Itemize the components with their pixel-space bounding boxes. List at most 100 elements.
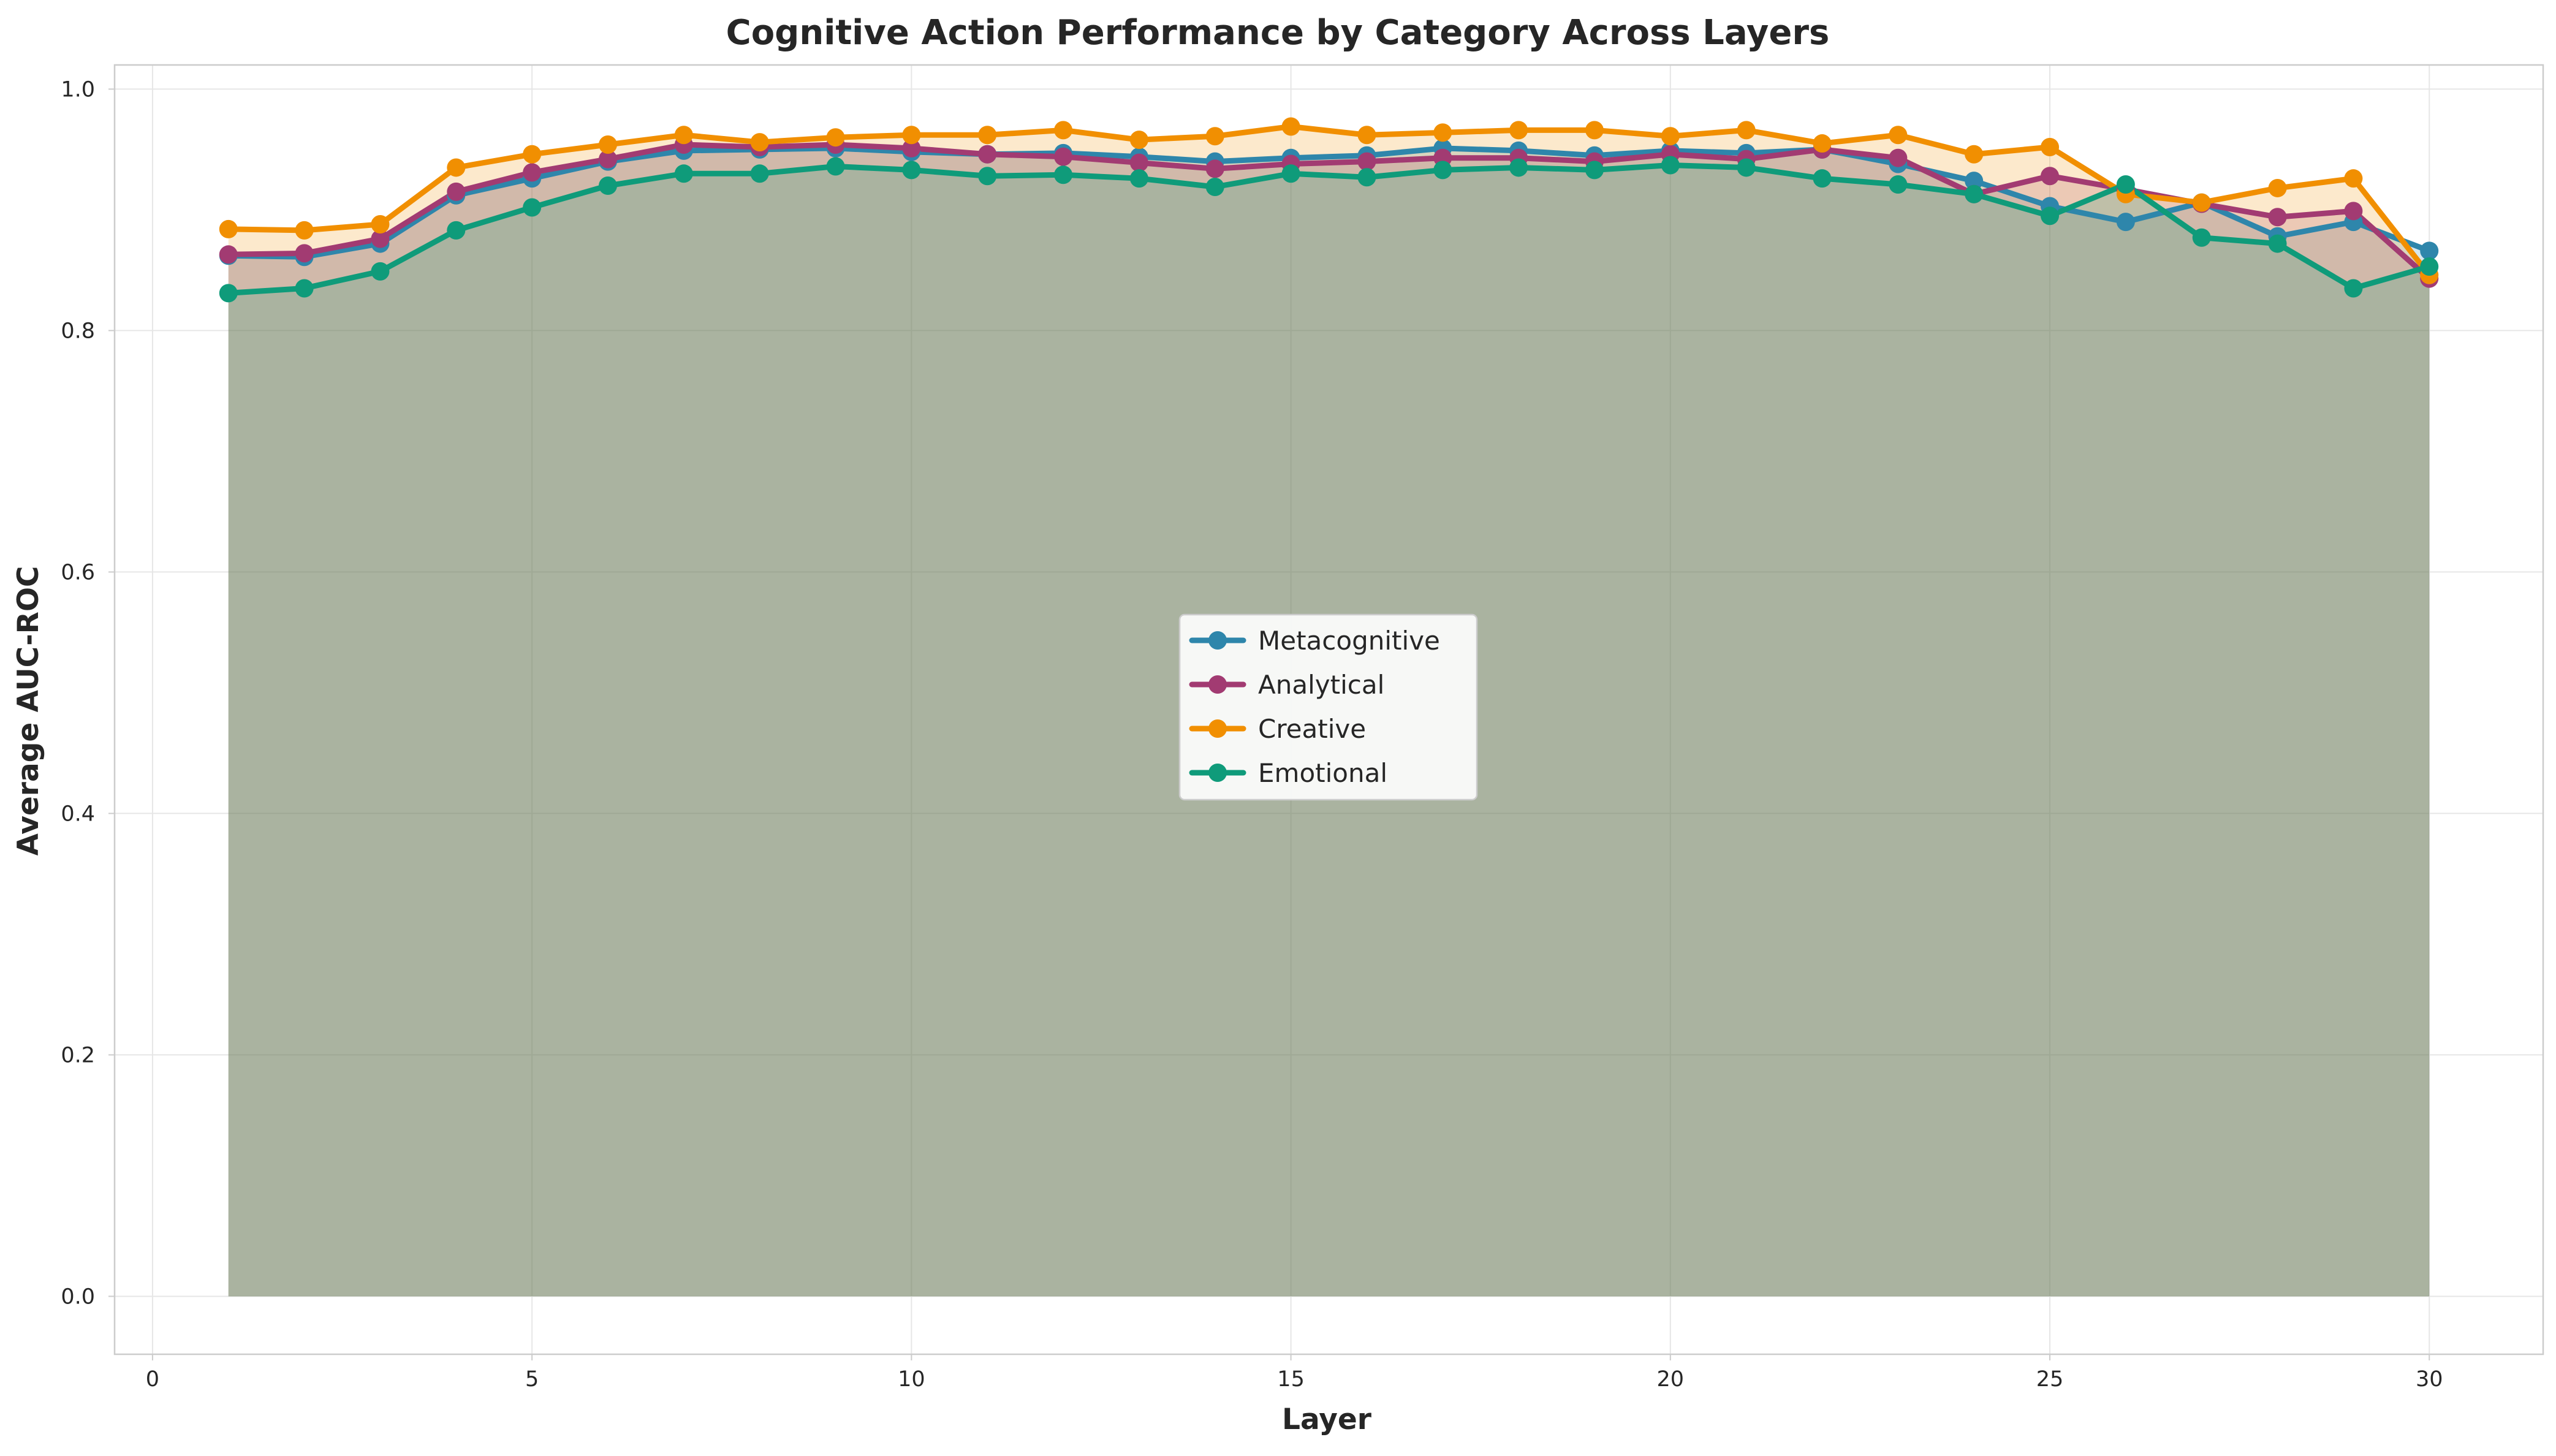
point-emotional [978, 167, 997, 186]
point-creative [2192, 193, 2211, 212]
point-analytical [371, 229, 390, 248]
point-metacognitive [2420, 241, 2439, 260]
point-creative [598, 135, 617, 154]
point-analytical [295, 244, 314, 263]
point-emotional [523, 198, 542, 217]
point-creative [371, 215, 390, 234]
point-analytical [2344, 202, 2363, 221]
point-emotional [295, 279, 314, 298]
line-emotional [226, 162, 2432, 296]
point-emotional [674, 164, 693, 183]
legend-label-emotional: Emotional [1258, 758, 1387, 788]
x-tick-label: 0 [146, 1367, 159, 1392]
point-analytical [1129, 153, 1148, 172]
legend-label-metacognitive: Metacognitive [1258, 626, 1440, 656]
series-lines [226, 123, 2432, 296]
point-emotional [1281, 164, 1300, 183]
point-creative [750, 133, 769, 152]
point-metacognitive [1965, 172, 1984, 191]
point-creative [1357, 126, 1376, 145]
y-axis-label: Average AUC-ROC [12, 566, 45, 856]
point-emotional [1054, 165, 1073, 184]
point-emotional [1357, 168, 1376, 187]
point-creative [2041, 137, 2060, 156]
y-tick-label: 0.0 [61, 1284, 95, 1309]
point-creative [1129, 131, 1148, 150]
line-creative [226, 123, 2432, 278]
point-analytical [1889, 148, 1908, 167]
point-emotional [1737, 158, 1756, 177]
y-tick-label: 0.8 [61, 319, 95, 343]
chart-title: Cognitive Action Performance by Category… [726, 13, 1830, 53]
plot-frame [113, 64, 2544, 1356]
axes: 0 5 10 15 20 25 30 0.0 0.2 0.4 0.6 0.8 1.0 [61, 64, 2544, 1392]
point-emotional [447, 221, 466, 240]
x-tick-label: 25 [2036, 1367, 2064, 1392]
x-tick-label: 15 [1277, 1367, 1305, 1392]
point-metacognitive [2116, 213, 2135, 232]
legend-box [1178, 613, 1478, 801]
point-creative [1661, 127, 1680, 146]
x-tick-label: 5 [525, 1367, 539, 1392]
point-creative [1585, 121, 1604, 140]
point-creative [902, 126, 921, 145]
point-creative [219, 219, 238, 238]
point-emotional [750, 164, 769, 183]
point-creative [1433, 123, 1452, 142]
point-creative [1509, 121, 1528, 140]
point-emotional [2116, 175, 2135, 194]
x-tick-label: 10 [898, 1367, 925, 1392]
point-emotional [2192, 228, 2211, 247]
point-analytical [978, 145, 997, 164]
point-analytical [1205, 159, 1224, 178]
point-emotional [1889, 175, 1908, 194]
y-tick-label: 0.4 [61, 802, 95, 826]
y-tick-label: 1.0 [61, 77, 95, 102]
point-emotional [1813, 169, 1832, 188]
point-emotional [2344, 279, 2363, 298]
point-creative [978, 126, 997, 145]
point-analytical [2268, 208, 2287, 227]
point-creative [1737, 121, 1756, 140]
point-emotional [902, 161, 921, 180]
point-emotional [1661, 156, 1680, 175]
point-creative [1281, 117, 1300, 136]
legend-marker-metacognitive [1208, 631, 1227, 650]
point-analytical [1357, 152, 1376, 171]
y-tick-label: 0.6 [61, 560, 95, 585]
point-analytical [1054, 147, 1073, 166]
point-creative [2344, 169, 2363, 188]
point-emotional [1509, 158, 1528, 177]
line-analytical [226, 142, 2432, 282]
legend-label-analytical: Analytical [1258, 670, 1384, 700]
point-creative [826, 128, 845, 147]
y-tick-label: 0.2 [61, 1043, 95, 1067]
legend-marker-analytical [1208, 675, 1227, 694]
point-creative [2268, 178, 2287, 197]
point-creative [447, 158, 466, 177]
point-emotional [1205, 177, 1224, 196]
point-emotional [2041, 207, 2060, 226]
point-creative [1813, 134, 1832, 153]
point-creative [523, 145, 542, 164]
legend-marker-emotional [1208, 764, 1227, 782]
grid [115, 65, 2543, 1354]
point-analytical [902, 138, 921, 157]
point-emotional [2420, 257, 2439, 276]
x-tick-label: 30 [2416, 1367, 2443, 1392]
point-creative [1965, 145, 1984, 164]
legend-marker-creative [1208, 719, 1227, 738]
legend-label-creative: Creative [1258, 714, 1366, 744]
point-emotional [371, 262, 390, 281]
point-analytical [598, 150, 617, 169]
point-emotional [2268, 234, 2287, 253]
legend: Metacognitive Analytical Creative Emotional [1178, 613, 1478, 801]
point-analytical [2041, 167, 2060, 186]
point-creative [1205, 127, 1224, 146]
point-emotional [1585, 161, 1604, 180]
point-creative [1889, 126, 1908, 145]
series-markers [219, 117, 2439, 303]
x-tick-label: 20 [1657, 1367, 1685, 1392]
